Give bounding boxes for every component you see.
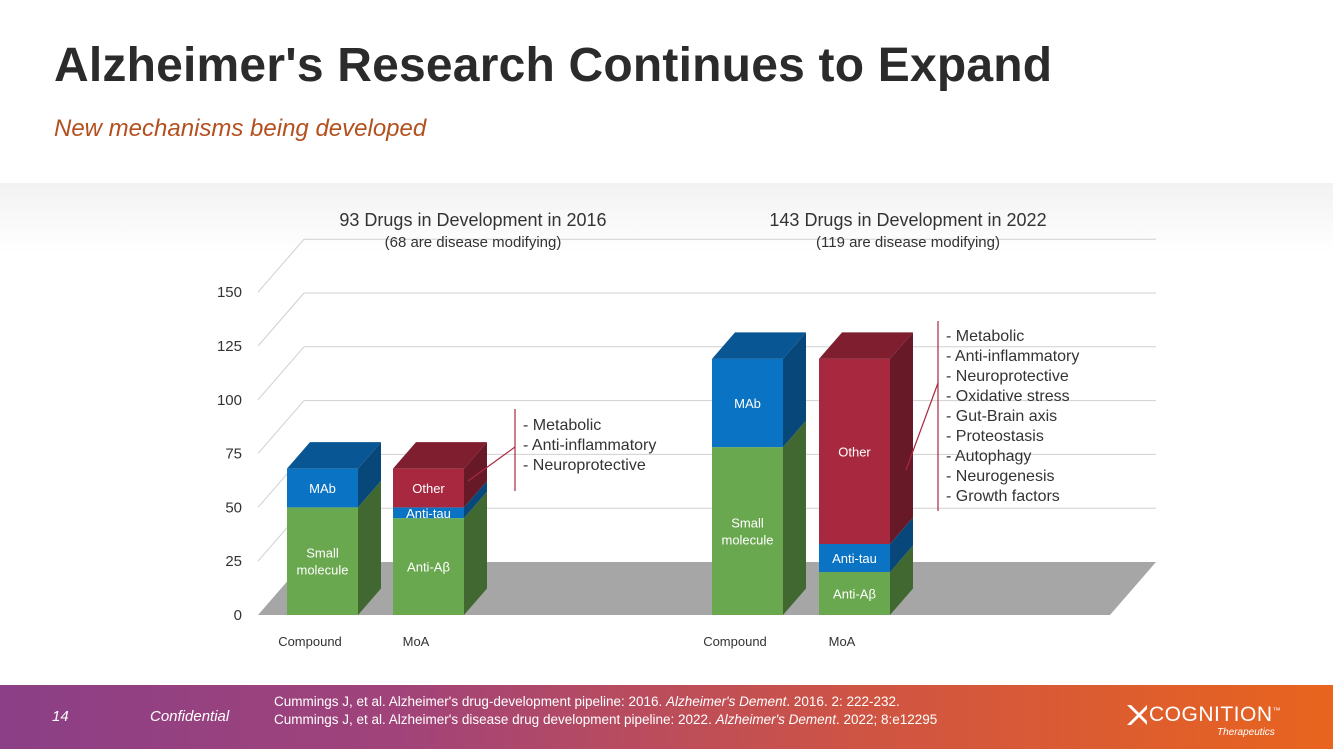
segment-label: Anti-tau (832, 551, 877, 566)
bar-segment-side (783, 420, 806, 615)
group-subtitle: (68 are disease modifying) (385, 234, 562, 251)
chart-floor (258, 562, 1156, 615)
bar-segment (712, 358, 783, 448)
annotation-item: - Anti-inflammatory (523, 437, 656, 454)
citations: Cummings J, et al. Alzheimer's drug-deve… (274, 693, 937, 729)
citation-1-details: . 2016. 2: 222-232. (786, 694, 900, 709)
citation-2-text: Cummings J, et al. Alzheimer's disease d… (274, 712, 716, 727)
x-category-label: MoA (403, 634, 430, 649)
logo-text: COGNITION (1149, 703, 1273, 726)
y-tick-label: 100 (217, 392, 242, 409)
y-tick-label: 25 (225, 553, 242, 570)
group-subtitle: (119 are disease modifying) (816, 234, 1000, 251)
logo-wordmark: COGNITION™ (1149, 703, 1281, 727)
footer-bar: 14 Confidential Cummings J, et al. Alzhe… (0, 685, 1333, 749)
annotation-item: - Growth factors (946, 488, 1060, 505)
bar-segment-side (464, 442, 487, 508)
bar-segment (819, 543, 890, 572)
citation-2-details: . 2022; 8:e12295 (835, 712, 938, 727)
segment-label: Small (731, 516, 764, 531)
bar-segment-side (464, 480, 487, 519)
bar-segment (819, 358, 890, 544)
bar-top (819, 332, 913, 359)
annotation-item: - Neuroprotective (946, 368, 1069, 385)
annotation-item: - Oxidative stress (946, 388, 1070, 405)
annotation-pointer (467, 446, 516, 482)
group-title: 143 Drugs in Development in 2022 (769, 210, 1046, 230)
company-logo: COGNITION™ Therapeutics (1125, 699, 1295, 741)
bar-segment (287, 468, 358, 508)
segment-label: Anti-Aβ (833, 586, 876, 601)
x-mark-icon (1127, 705, 1147, 725)
bar-top (287, 442, 381, 469)
annotation-item: - Anti-inflammatory (946, 348, 1079, 365)
annotation-item: - Neurogenesis (946, 468, 1055, 485)
citation-2-journal: Alzheimer's Dement (715, 712, 836, 727)
segment-label: MAb (734, 396, 761, 411)
bar-segment (393, 518, 464, 615)
slide-subtitle: New mechanisms being developed (54, 115, 427, 142)
confidential-label: Confidential (150, 708, 230, 725)
segment-label: Anti-Aβ (407, 560, 450, 575)
slide-title: Alzheimer's Research Continues to Expand (54, 39, 1053, 92)
citation-2: Cummings J, et al. Alzheimer's disease d… (274, 711, 937, 729)
logo-tm: ™ (1272, 706, 1281, 715)
annotation-pointer (905, 382, 939, 471)
segment-label: Anti-tau (406, 506, 451, 521)
x-category-label: Compound (703, 634, 767, 649)
annotation-item: - Metabolic (946, 328, 1024, 345)
bar-top (712, 332, 806, 359)
stacked-bar-chart: 0 25 50 75 100 125 150 93 Drugs in Development … (217, 210, 1156, 649)
bar-segment-side (783, 332, 806, 448)
annotation-item: - Gut-Brain axis (946, 408, 1057, 425)
group-title: 93 Drugs in Development in 2016 (339, 210, 606, 230)
page-number: 14 (52, 708, 69, 725)
bar-top (393, 442, 487, 469)
bar-segment (819, 571, 890, 615)
bar-segment-side (890, 545, 913, 615)
bar-segment-side (464, 491, 487, 615)
gridline-depth (257, 346, 305, 401)
x-category-label: MoA (829, 634, 856, 649)
bar-segment-side (358, 442, 381, 508)
bar-segment (393, 468, 464, 508)
segment-label: molecule (721, 533, 773, 548)
bar-segment-side (890, 332, 913, 544)
bar-segment (712, 447, 783, 615)
segment-label: Other (412, 481, 445, 496)
gridline-depth (257, 292, 305, 347)
segment-label: MAb (309, 481, 336, 496)
x-category-label: Compound (278, 634, 342, 649)
bar-segment-side (890, 517, 913, 572)
bar-segment-side (358, 480, 381, 615)
annotation-item: - Neuroprotective (523, 457, 646, 474)
citation-1-text: Cummings J, et al. Alzheimer's drug-deve… (274, 694, 667, 709)
y-tick-label: 75 (225, 446, 242, 463)
gridline-depth (257, 238, 305, 293)
y-tick-label: 150 (217, 284, 242, 301)
segment-label: molecule (296, 563, 348, 578)
segment-label: Small (306, 546, 339, 561)
gridline-depth (257, 400, 305, 454)
logo-subtext: Therapeutics (1217, 727, 1275, 738)
citation-1: Cummings J, et al. Alzheimer's drug-deve… (274, 693, 937, 711)
bar-segment (393, 507, 464, 519)
annotation-item: - Proteostasis (946, 428, 1044, 445)
bar-segment (287, 507, 358, 615)
y-tick-label: 125 (217, 338, 242, 355)
annotation-item: - Autophagy (946, 448, 1031, 465)
segment-label: Other (838, 444, 871, 459)
y-tick-label: 50 (225, 499, 242, 516)
annotation-item: - Metabolic (523, 417, 601, 434)
citation-1-journal: Alzheimer's Dement (666, 694, 787, 709)
y-tick-label: 0 (234, 607, 242, 624)
